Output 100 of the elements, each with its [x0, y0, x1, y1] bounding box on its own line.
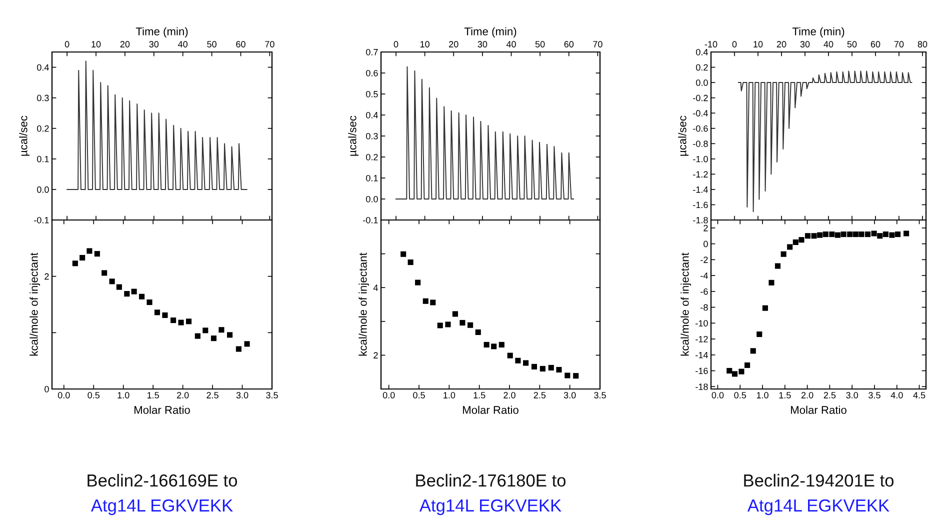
- y-tick-label: -18: [696, 384, 708, 390]
- y-tick-label: -10: [696, 320, 708, 327]
- y-tick-label: -0.6: [693, 125, 708, 132]
- x-tick-label: 70: [265, 41, 274, 48]
- x-tick-label: 2.5: [206, 392, 218, 398]
- y-tick-label: 0.1: [366, 174, 378, 182]
- point: [202, 328, 208, 334]
- y-tick-label: 0.3: [366, 132, 378, 140]
- point: [871, 230, 877, 236]
- x-axis-title: Time (min): [464, 27, 516, 38]
- y-tick-label: 2: [704, 224, 708, 232]
- y-axis-title: µcal/sec: [678, 116, 688, 156]
- point: [756, 331, 762, 338]
- x-tick-label: 4.5: [913, 392, 926, 398]
- x-tick-label: 3.5: [594, 392, 606, 398]
- y-tick-label: -1.6: [693, 202, 708, 208]
- x-tick-label: 60: [870, 41, 880, 48]
- y-tick-label: -12: [696, 336, 708, 342]
- x-tick-label: 60: [564, 41, 574, 48]
- y-tick-label: 2: [44, 273, 49, 280]
- point: [460, 320, 466, 326]
- point: [556, 366, 562, 373]
- y-tick-label: 0.3: [37, 94, 49, 102]
- x-tick-label: 0.0: [382, 392, 395, 398]
- point: [445, 322, 451, 328]
- point: [452, 311, 458, 317]
- point: [531, 364, 538, 370]
- x-axis-title: Molar Ratio: [463, 406, 518, 414]
- x-tick-label: 30: [149, 41, 159, 48]
- x-tick-label: 1.5: [779, 392, 791, 398]
- y-tick-label: 0.5: [366, 90, 378, 98]
- point: [738, 368, 744, 374]
- point: [227, 332, 233, 338]
- y-tick-label: -0.1: [363, 216, 378, 224]
- point: [437, 322, 443, 328]
- x-tick-label: 0.0: [58, 392, 70, 398]
- x-tick-label: 0.0: [712, 392, 724, 398]
- text: Atg14L EGKVEKK: [90, 499, 233, 516]
- point: [852, 232, 858, 238]
- x-tick-label: 2.0: [801, 392, 814, 398]
- point: [515, 358, 521, 364]
- point: [540, 366, 546, 372]
- y-tick-label: 0.6: [366, 70, 378, 76]
- y-tick-label: 0.0: [696, 80, 708, 86]
- point: [400, 251, 406, 257]
- point: [762, 305, 768, 311]
- x-tick-label: 2.0: [504, 392, 516, 398]
- x-tick-label: 80: [918, 41, 928, 48]
- x-tick-label: 2.5: [534, 392, 546, 398]
- y-tick-label: -8: [700, 304, 708, 311]
- point: [573, 373, 579, 379]
- point: [798, 237, 804, 243]
- x-tick-label: 60: [236, 41, 246, 48]
- y-tick-label: -16: [696, 368, 708, 374]
- x-axis-title: Time (min): [792, 27, 844, 38]
- point: [507, 352, 513, 358]
- point: [468, 322, 474, 328]
- y-tick-label: 0: [704, 240, 708, 248]
- x-tick-label: 1.5: [147, 392, 159, 398]
- y-tick-label: 0.0: [366, 196, 378, 202]
- y-tick-label: 4: [373, 284, 378, 291]
- x-tick-label: 30: [478, 41, 488, 48]
- text: Atg14L EGKVEKK: [419, 499, 562, 516]
- text: Atg14L EGKVEKK: [747, 499, 890, 516]
- point: [822, 232, 828, 238]
- point: [139, 294, 145, 300]
- x-tick-label: 0: [394, 41, 398, 48]
- point: [408, 259, 414, 266]
- point: [194, 333, 200, 339]
- x-tick-label: 1.0: [118, 392, 130, 398]
- x-tick-label: 3.5: [868, 392, 880, 398]
- point: [422, 298, 428, 304]
- point: [877, 233, 883, 239]
- point: [170, 317, 176, 324]
- y-axis-title: kcal/mole of injectant: [680, 252, 692, 356]
- y-tick-label: 0.7: [366, 48, 378, 56]
- point: [811, 233, 817, 239]
- x-tick-label: 20: [120, 41, 130, 48]
- text: Beclin2-176180E to: [416, 474, 566, 487]
- point: [186, 318, 192, 324]
- y-axis-title: kcal/mole of injectant: [30, 252, 40, 356]
- x-tick-label: 3.0: [846, 392, 858, 398]
- y-tick-label: 0.2: [366, 154, 378, 160]
- y-axis-title: kcal/mole of injectant: [358, 252, 370, 356]
- point: [804, 233, 811, 239]
- point: [80, 254, 86, 261]
- x-tick-label: 3.5: [266, 392, 278, 398]
- x-tick-label: 1.5: [474, 392, 486, 398]
- point: [523, 360, 529, 366]
- point: [162, 312, 168, 318]
- x-tick-label: 70: [593, 41, 602, 48]
- x-tick-label: 40: [824, 41, 834, 48]
- point: [829, 232, 835, 238]
- y-tick-label: -0.2: [693, 94, 708, 102]
- text: Beclin2-194201E to: [744, 474, 894, 487]
- x-tick-label: 40: [506, 41, 516, 48]
- x-tick-label: 3.0: [236, 392, 248, 398]
- point: [548, 364, 554, 370]
- x-tick-label: 2.0: [176, 392, 189, 398]
- x-tick-label: 50: [207, 41, 216, 48]
